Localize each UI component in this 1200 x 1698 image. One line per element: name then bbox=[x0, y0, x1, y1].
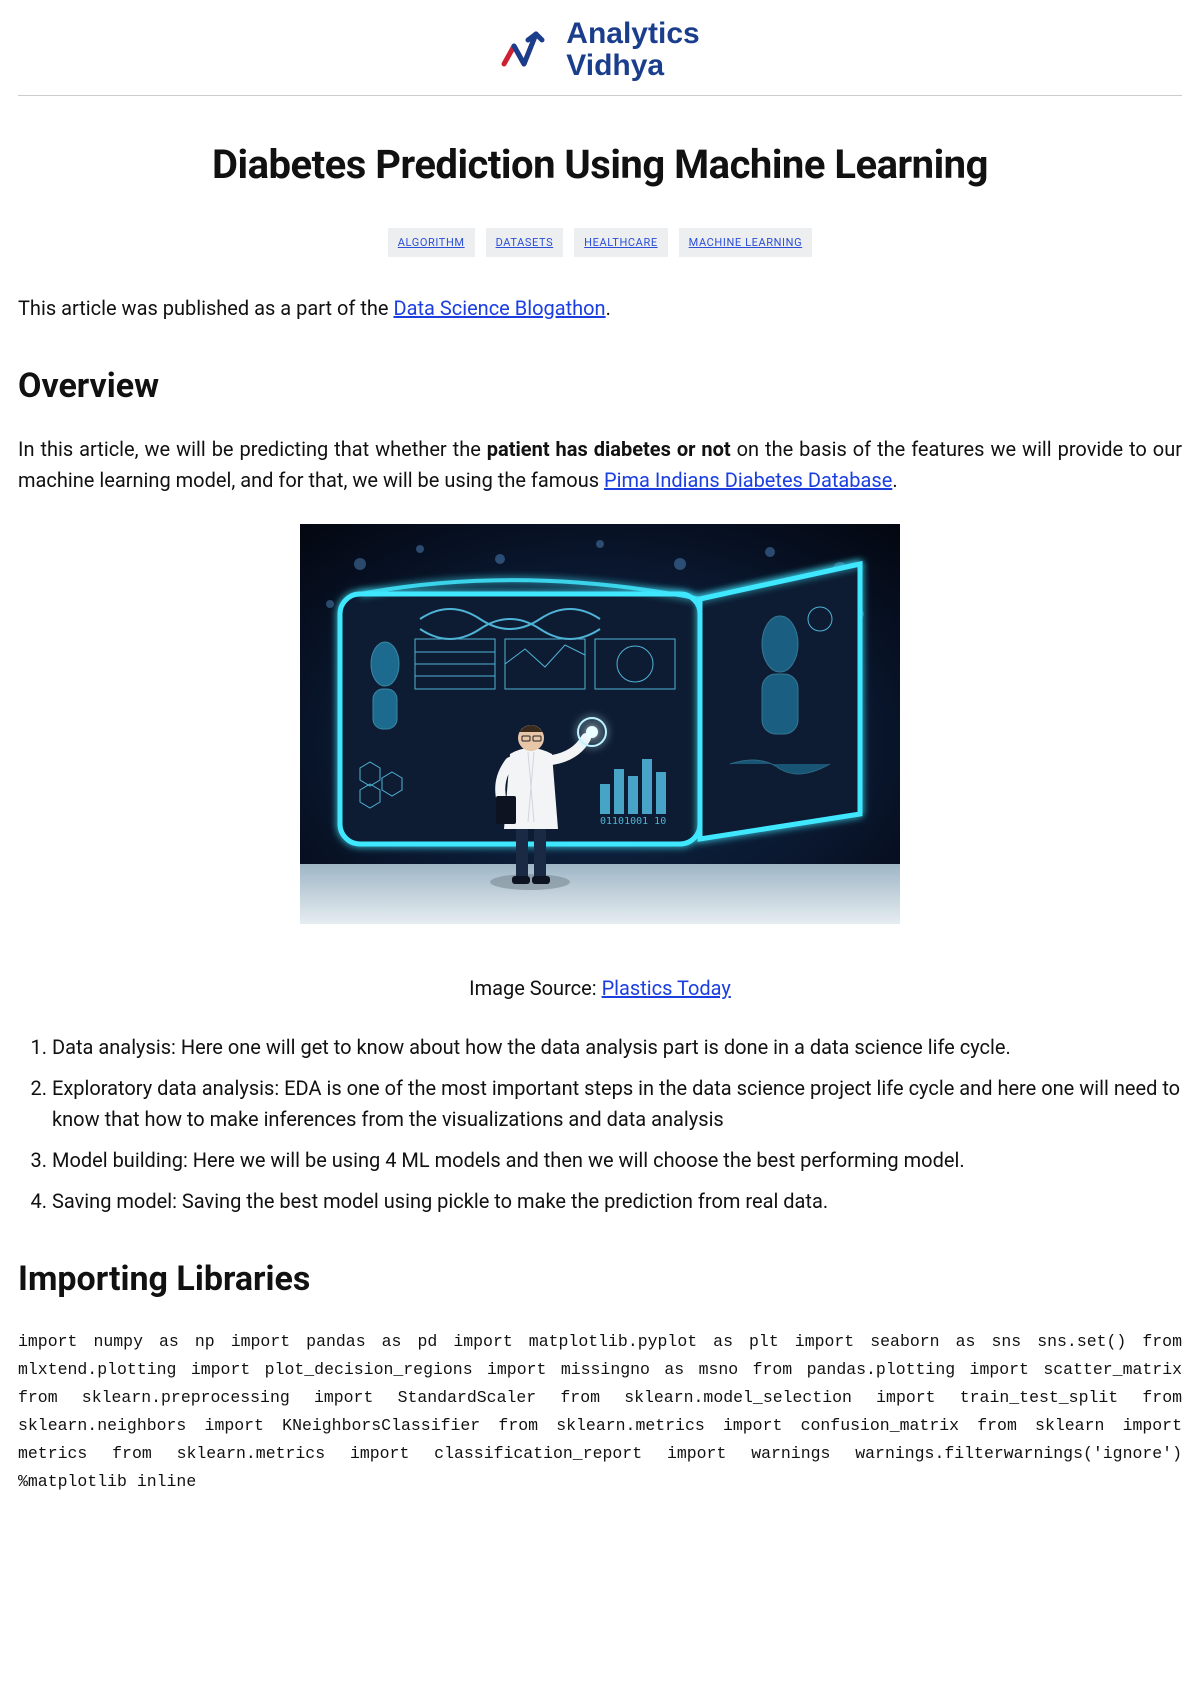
list-item: Model building: Here we will be using 4 … bbox=[52, 1145, 1182, 1176]
list-item: Exploratory data analysis: EDA is one of… bbox=[52, 1073, 1182, 1135]
code-block: import numpy as np import pandas as pd i… bbox=[18, 1328, 1182, 1496]
brand-name-line2: Vidhya bbox=[566, 50, 699, 82]
overview-text-c: . bbox=[892, 468, 897, 492]
steps-list: Data analysis: Here one will get to know… bbox=[18, 1032, 1182, 1217]
blogathon-link[interactable]: Data Science Blogathon bbox=[393, 296, 605, 320]
svg-text:01101001 10: 01101001 10 bbox=[600, 816, 666, 827]
overview-heading: Overview bbox=[18, 360, 1182, 413]
tag-machine-learning[interactable]: MACHINE LEARNING bbox=[679, 228, 813, 257]
intro-text: This article was published as a part of … bbox=[18, 296, 393, 320]
brand-logo[interactable]: Analytics Vidhya bbox=[500, 18, 699, 81]
intro-paragraph: This article was published as a part of … bbox=[18, 293, 1182, 324]
brand-name: Analytics Vidhya bbox=[566, 18, 699, 81]
hero-illustration-icon: 01101001 10 bbox=[300, 524, 900, 924]
header: Analytics Vidhya bbox=[18, 0, 1182, 96]
caption-prefix: Image Source: bbox=[469, 976, 601, 1000]
tag-datasets[interactable]: DATASETS bbox=[486, 228, 564, 257]
overview-text-a: In this article, we will be predicting t… bbox=[18, 437, 487, 461]
list-item: Data analysis: Here one will get to know… bbox=[52, 1032, 1182, 1063]
image-source-link[interactable]: Plastics Today bbox=[602, 976, 731, 1000]
brand-name-line1: Analytics bbox=[566, 18, 699, 50]
overview-paragraph: In this article, we will be predicting t… bbox=[18, 434, 1182, 496]
pima-db-link[interactable]: Pima Indians Diabetes Database bbox=[604, 468, 892, 492]
list-item: Saving model: Saving the best model usin… bbox=[52, 1186, 1182, 1217]
image-caption: Image Source: Plastics Today bbox=[18, 973, 1182, 1004]
importing-heading: Importing Libraries bbox=[18, 1253, 1182, 1306]
article-title: Diabetes Prediction Using Machine Learni… bbox=[18, 134, 1182, 196]
hero-image: 01101001 10 bbox=[18, 524, 1182, 933]
brand-mark-icon bbox=[500, 26, 556, 74]
intro-suffix: . bbox=[606, 296, 611, 320]
tag-algorithm[interactable]: ALGORITHM bbox=[388, 228, 475, 257]
tag-list: ALGORITHM DATASETS HEALTHCARE MACHINE LE… bbox=[18, 224, 1182, 257]
tag-healthcare[interactable]: HEALTHCARE bbox=[574, 228, 668, 257]
overview-bold: patient has diabetes or not bbox=[487, 437, 731, 461]
